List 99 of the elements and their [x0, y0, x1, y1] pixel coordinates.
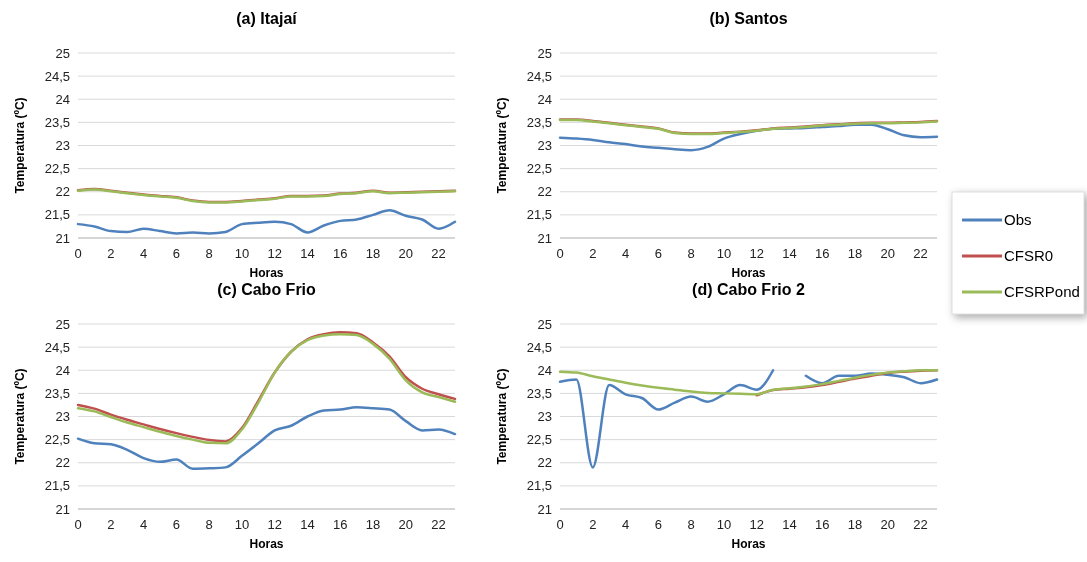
x-axis-title: Horas: [249, 266, 284, 280]
legend-label: Obs: [1004, 211, 1032, 229]
y-tick-label: 21: [537, 230, 552, 246]
x-tick-label: 18: [365, 246, 381, 261]
y-tick-label: 25: [55, 316, 70, 332]
x-tick-label: 2: [589, 517, 597, 532]
y-axis-title: Temperatura (ºC): [13, 368, 27, 465]
y-tick-label: 22,5: [44, 161, 70, 177]
x-tick-label: 10: [716, 517, 732, 532]
x-tick-label: 20: [880, 246, 896, 261]
y-tick-label: 23,5: [526, 385, 552, 401]
y-tick-label: 24: [55, 91, 70, 107]
x-tick-label: 0: [556, 246, 564, 261]
x-tick-label: 0: [556, 517, 564, 532]
x-tick-label: 6: [172, 517, 180, 532]
x-tick-label: 2: [589, 246, 597, 261]
y-tick-label: 25: [537, 316, 552, 332]
y-tick-label: 23,5: [526, 114, 552, 130]
y-tick-label: 21,5: [44, 207, 70, 223]
x-tick-label: 12: [749, 517, 764, 532]
y-tick-label: 23: [55, 409, 70, 425]
y-tick-label: 23: [537, 138, 552, 154]
x-tick-label: 0: [74, 517, 82, 532]
x-tick-label: 8: [205, 246, 213, 261]
y-tick-label: 21: [55, 230, 70, 246]
x-tick-label: 14: [782, 517, 797, 532]
x-tick-label: 10: [716, 246, 732, 261]
y-tick-label: 21,5: [44, 478, 70, 494]
chart-title: (a) Itajaí: [236, 10, 298, 27]
x-tick-label: 14: [300, 517, 315, 532]
x-tick-label: 10: [234, 517, 250, 532]
x-tick-label: 6: [172, 246, 180, 261]
x-tick-label: 2: [107, 517, 115, 532]
x-tick-label: 22: [913, 246, 928, 261]
y-tick-label: 21,5: [526, 207, 552, 223]
y-tick-label: 24,5: [44, 68, 70, 84]
x-axis-title: Horas: [249, 537, 284, 551]
x-tick-label: 18: [365, 517, 381, 532]
x-tick-label: 16: [333, 246, 348, 261]
x-tick-label: 10: [234, 246, 250, 261]
x-tick-label: 20: [880, 517, 896, 532]
x-tick-label: 22: [913, 517, 928, 532]
legend-label: CFSR0: [1004, 247, 1054, 265]
x-tick-label: 6: [654, 517, 662, 532]
y-tick-label: 22,5: [526, 161, 552, 177]
y-tick-label: 22,5: [44, 432, 70, 448]
y-tick-label: 22,5: [526, 432, 552, 448]
x-tick-label: 12: [749, 246, 764, 261]
chart-title: (b) Santos: [709, 10, 788, 27]
x-tick-label: 4: [139, 246, 148, 261]
y-tick-label: 23,5: [44, 114, 70, 130]
x-tick-label: 4: [621, 517, 630, 532]
x-tick-label: 2: [107, 246, 115, 261]
y-tick-label: 21: [55, 501, 70, 517]
x-axis-title: Horas: [731, 537, 766, 551]
x-tick-label: 20: [398, 517, 414, 532]
y-tick-label: 22: [55, 455, 70, 471]
y-tick-label: 24,5: [526, 68, 552, 84]
chart-title: (d) Cabo Frio 2: [692, 281, 806, 298]
y-tick-label: 22: [537, 184, 552, 200]
x-tick-label: 14: [300, 246, 315, 261]
y-axis-title: Temperatura (ºC): [13, 97, 27, 194]
y-axis-title: Temperatura (ºC): [495, 97, 509, 194]
x-tick-label: 18: [847, 246, 863, 261]
y-tick-label: 21: [537, 501, 552, 517]
y-tick-label: 24,5: [44, 339, 70, 355]
x-tick-label: 18: [847, 517, 863, 532]
y-tick-label: 23: [55, 138, 70, 154]
x-tick-label: 4: [139, 517, 148, 532]
x-tick-label: 6: [654, 246, 662, 261]
x-tick-label: 20: [398, 246, 414, 261]
x-tick-label: 0: [74, 246, 82, 261]
y-tick-label: 24,5: [526, 339, 552, 355]
y-tick-label: 22: [55, 184, 70, 200]
x-tick-label: 16: [333, 517, 348, 532]
y-tick-label: 23: [537, 409, 552, 425]
x-tick-label: 8: [687, 517, 695, 532]
y-tick-label: 25: [537, 45, 552, 61]
x-tick-label: 14: [782, 246, 797, 261]
y-tick-label: 24: [537, 362, 552, 378]
x-tick-label: 16: [815, 246, 830, 261]
x-tick-label: 8: [687, 246, 695, 261]
x-axis-title: Horas: [731, 266, 766, 280]
y-tick-label: 23,5: [44, 385, 70, 401]
x-tick-label: 16: [815, 517, 830, 532]
x-tick-label: 12: [267, 517, 282, 532]
y-tick-label: 21,5: [526, 478, 552, 494]
x-tick-label: 22: [431, 246, 446, 261]
y-tick-label: 25: [55, 45, 70, 61]
legend-label: CFSRPond: [1004, 283, 1080, 301]
x-tick-label: 4: [621, 246, 630, 261]
x-tick-label: 8: [205, 517, 213, 532]
y-tick-label: 22: [537, 455, 552, 471]
y-tick-label: 24: [55, 362, 70, 378]
chart-title: (c) Cabo Frio: [217, 281, 317, 298]
x-tick-label: 22: [431, 517, 446, 532]
y-axis-title: Temperatura (ºC): [495, 368, 509, 465]
x-tick-label: 12: [267, 246, 282, 261]
y-tick-label: 24: [537, 91, 552, 107]
